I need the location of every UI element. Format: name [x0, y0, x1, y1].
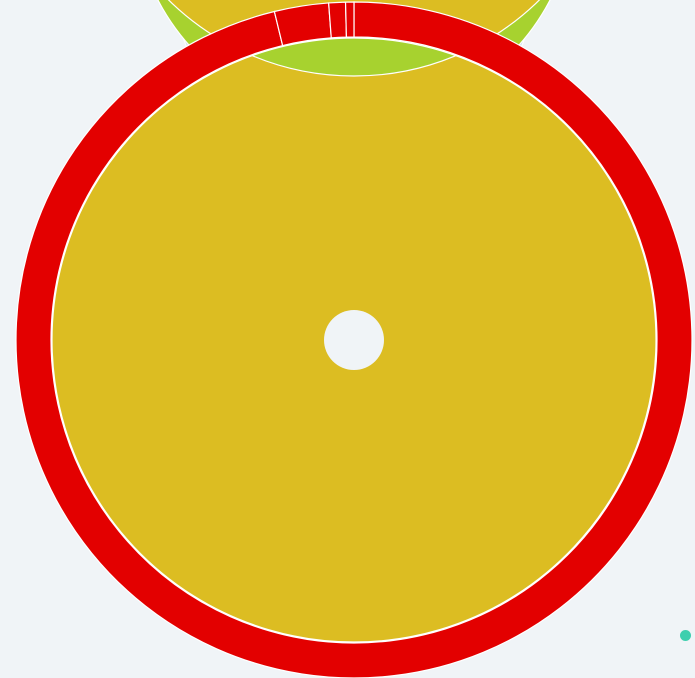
center-hole	[324, 310, 384, 370]
ring-8-segment-4[interactable]	[344, 1, 355, 38]
ring-8-segment-1[interactable]	[15, 1, 693, 678]
ring-8-segment-3[interactable]	[327, 1, 348, 39]
legend-marker[interactable]	[680, 630, 691, 641]
ring-8-segment-2[interactable]	[273, 2, 332, 47]
